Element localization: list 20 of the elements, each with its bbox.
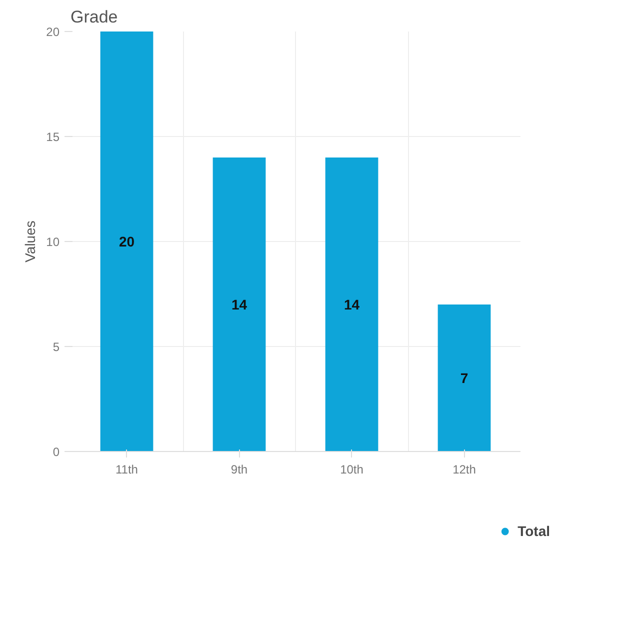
data-label: 14 xyxy=(231,296,248,312)
y-axis-title: Values xyxy=(22,220,38,262)
y-tick-label: 0 xyxy=(52,445,60,459)
data-label: 20 xyxy=(118,234,135,250)
x-tick-label: 10th xyxy=(340,462,364,476)
x-tick-label: 11th xyxy=(116,462,138,476)
y-tick-label: 15 xyxy=(46,130,60,144)
bar xyxy=(325,158,378,452)
chart-title: Grade xyxy=(70,8,118,26)
legend-label: Total xyxy=(518,523,550,539)
data-label: 7 xyxy=(460,370,468,386)
x-tick-label: 12th xyxy=(452,462,476,476)
data-label: 14 xyxy=(344,296,360,312)
y-tick-label: 5 xyxy=(52,340,60,354)
bar xyxy=(212,158,266,452)
bar xyxy=(438,304,491,452)
y-tick-label: 20 xyxy=(46,25,60,39)
y-tick-label: 10 xyxy=(46,235,60,249)
bar xyxy=(100,32,154,452)
x-tick-label: 9th xyxy=(230,462,248,476)
